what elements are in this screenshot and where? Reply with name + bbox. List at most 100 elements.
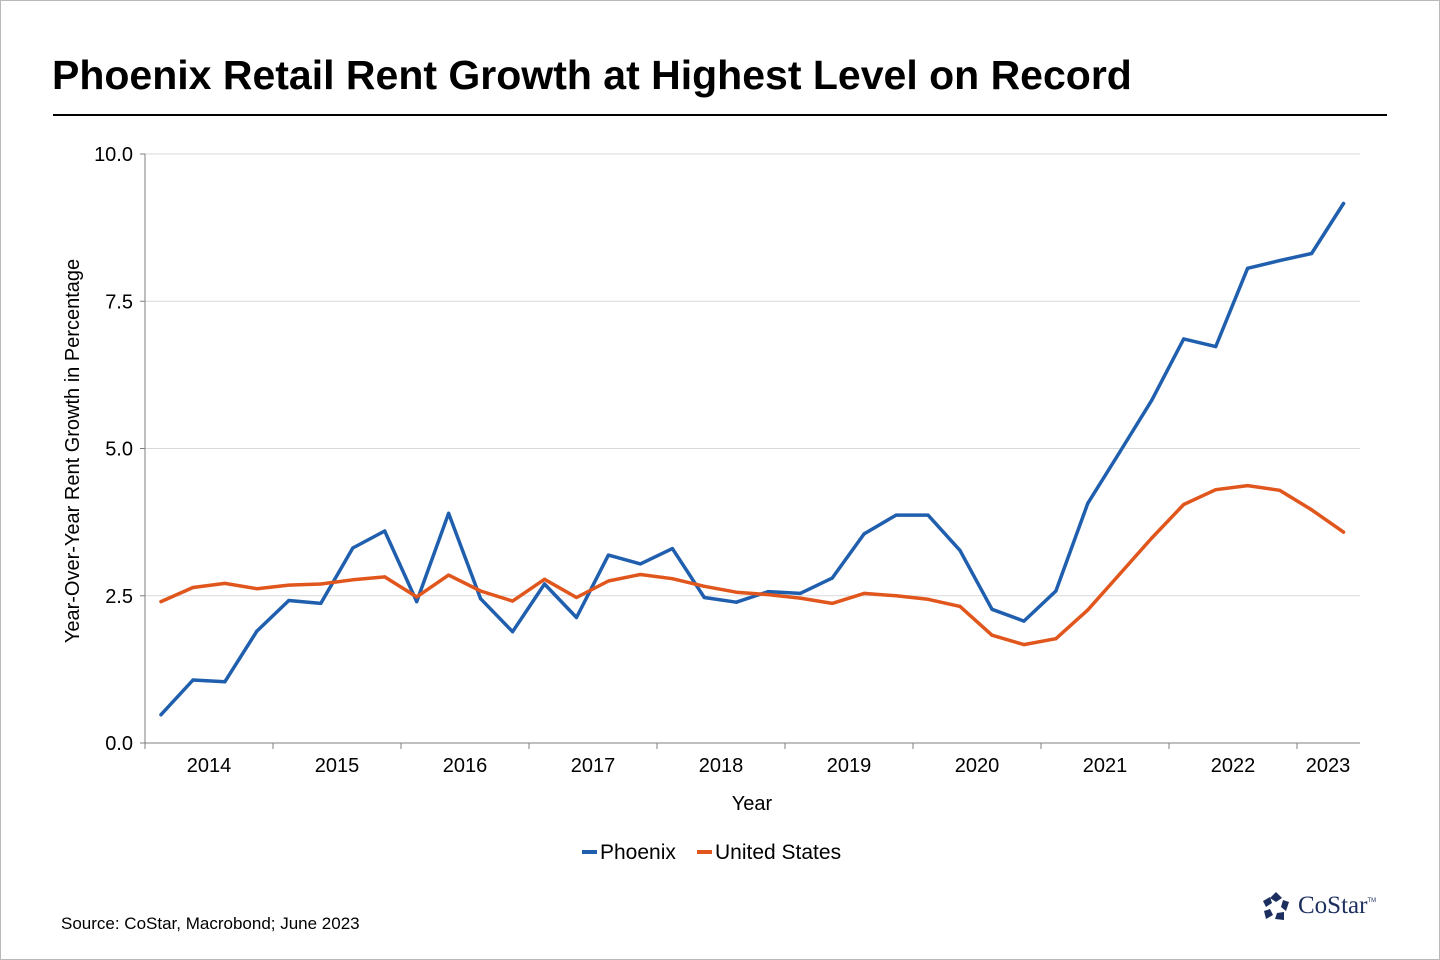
data-point-phoenix <box>702 595 706 600</box>
data-point-phoenix <box>479 597 483 601</box>
costar-star-icon <box>1263 892 1289 920</box>
data-point-phoenix <box>191 678 195 682</box>
data-point-united-states <box>1246 484 1250 488</box>
data-point-phoenix <box>606 553 611 557</box>
data-point-phoenix <box>670 547 674 551</box>
data-point-phoenix <box>1182 337 1186 341</box>
data-point-united-states <box>574 595 579 600</box>
data-point-phoenix <box>1054 589 1058 593</box>
x-tick-label: 2015 <box>315 755 360 777</box>
data-point-united-states <box>1086 608 1090 612</box>
data-point-phoenix <box>1022 619 1026 623</box>
chart-title: Phoenix Retail Rent Growth at Highest Le… <box>52 52 1132 98</box>
data-point-phoenix <box>1086 501 1090 505</box>
data-point-phoenix <box>574 615 579 620</box>
x-tick-label: 2021 <box>1083 755 1128 777</box>
data-point-united-states <box>447 573 451 577</box>
data-point-phoenix <box>958 548 962 552</box>
y-tick-label: 5.0 <box>105 439 133 461</box>
series-line-phoenix <box>159 201 1346 717</box>
data-point-united-states <box>990 633 994 637</box>
data-point-united-states <box>319 582 323 586</box>
data-point-phoenix <box>223 680 227 684</box>
data-point-united-states <box>351 578 355 582</box>
data-point-united-states <box>862 591 866 595</box>
data-point-united-states <box>734 590 738 594</box>
data-point-united-states <box>223 581 227 585</box>
data-point-united-states <box>159 600 163 604</box>
x-tick-label: 2020 <box>955 755 1000 777</box>
y-tick-label: 7.5 <box>105 291 133 313</box>
data-point-phoenix <box>830 576 834 580</box>
title-underline <box>53 114 1387 116</box>
data-point-united-states <box>926 597 930 601</box>
data-point-united-states <box>479 589 483 593</box>
data-point-phoenix <box>1214 345 1218 349</box>
data-point-phoenix <box>159 713 163 717</box>
data-point-phoenix <box>383 529 387 533</box>
legend-label: United States <box>715 841 841 864</box>
data-point-united-states <box>1054 637 1058 641</box>
data-point-united-states <box>670 577 674 581</box>
data-point-united-states <box>766 592 770 597</box>
x-tick-label: 2022 <box>1211 755 1256 777</box>
data-point-phoenix <box>287 598 291 603</box>
x-tick-label: 2019 <box>827 755 872 777</box>
data-point-phoenix <box>894 513 898 517</box>
data-point-united-states <box>638 572 643 577</box>
y-tick-label: 0.0 <box>105 733 133 755</box>
data-point-united-states <box>958 604 962 608</box>
data-point-phoenix <box>766 590 770 594</box>
data-point-united-states <box>1022 643 1026 647</box>
x-axis-title: Year <box>732 793 773 815</box>
data-point-phoenix <box>1150 398 1154 402</box>
data-point-united-states <box>383 575 387 579</box>
data-point-united-states <box>798 596 802 600</box>
data-point-united-states <box>255 587 259 591</box>
data-point-united-states <box>1150 536 1154 540</box>
logo-wordmark: CoStar <box>1298 892 1368 919</box>
data-point-united-states <box>830 601 834 606</box>
x-tick-label: 2017 <box>571 755 616 777</box>
source-note: Source: CoStar, Macrobond; June 2023 <box>61 914 360 933</box>
y-axis-title: Year-Over-Year Rent Growth in Percentage <box>62 259 84 643</box>
y-tick-label: 10.0 <box>94 144 133 166</box>
data-point-united-states <box>1214 488 1218 492</box>
data-point-phoenix <box>1309 251 1314 256</box>
data-point-phoenix <box>1118 450 1122 454</box>
data-point-phoenix <box>862 532 866 536</box>
x-tick-label: 2023 <box>1306 755 1351 777</box>
y-tick-label: 2.5 <box>105 586 133 608</box>
data-point-united-states <box>702 584 706 588</box>
data-point-phoenix <box>926 513 930 517</box>
data-point-phoenix <box>990 607 994 611</box>
data-point-phoenix <box>638 562 643 566</box>
costar-logo: CoStar TM <box>1260 890 1376 922</box>
series-line-united-states <box>159 483 1346 647</box>
data-point-united-states <box>1182 502 1186 507</box>
data-point-phoenix <box>510 630 515 634</box>
data-point-phoenix <box>542 582 547 586</box>
logo-trademark: TM <box>1367 898 1377 904</box>
data-point-united-states <box>894 594 898 598</box>
data-point-phoenix <box>1278 259 1282 263</box>
data-point-united-states <box>1118 572 1122 576</box>
data-point-phoenix <box>734 600 738 604</box>
data-point-united-states <box>287 583 291 587</box>
data-point-united-states <box>1309 508 1314 512</box>
x-tick-label: 2018 <box>699 755 744 777</box>
data-point-united-states <box>415 595 419 599</box>
legend-label: Phoenix <box>600 841 676 864</box>
data-point-phoenix <box>319 601 323 606</box>
x-tick-label: 2016 <box>443 755 488 777</box>
data-point-phoenix <box>255 629 259 633</box>
data-point-phoenix <box>447 511 451 515</box>
data-point-phoenix <box>1246 266 1250 270</box>
x-tick-label: 2014 <box>187 755 232 777</box>
data-point-united-states <box>191 585 195 590</box>
data-point-phoenix <box>415 600 419 604</box>
data-point-phoenix <box>798 591 802 595</box>
data-point-united-states <box>510 599 515 603</box>
data-point-united-states <box>542 577 547 581</box>
